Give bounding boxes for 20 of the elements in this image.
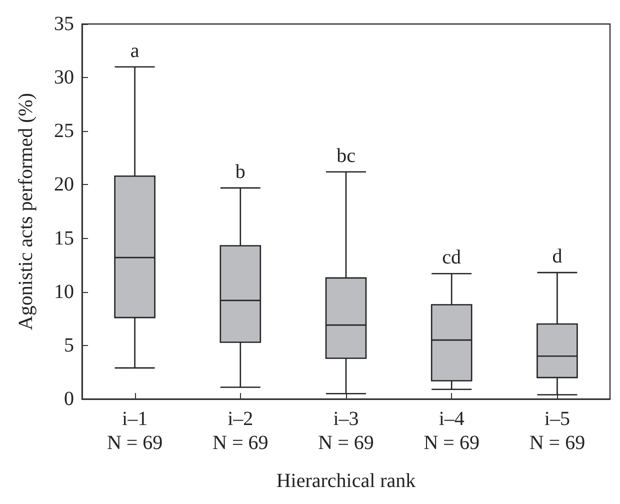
x-tick-label: i–4 N = 69 [424, 408, 480, 454]
annotation: a [130, 40, 140, 62]
x-tick-label: i–3 N = 69 [318, 408, 374, 454]
y-tick-label: 25 [54, 120, 74, 142]
annotation: bc [336, 144, 356, 167]
y-tick-label: 20 [54, 174, 74, 196]
annotation: d [552, 246, 562, 268]
x-tick-label: i–1 N = 69 [106, 408, 163, 454]
x-tick-label: i–2 N = 69 [212, 408, 268, 454]
y-tick-label: 35 [54, 13, 74, 35]
y-tick-label: 5 [64, 334, 74, 356]
y-tick-label: 0 [64, 388, 74, 410]
y-axis-title: Agonistic acts performed (%) [15, 92, 37, 330]
x-tick-label: i–5 N = 69 [529, 408, 586, 454]
x-axis-title: Hierarchical rank [276, 470, 416, 492]
y-tick-label: 30 [54, 66, 74, 89]
annotation: b [235, 160, 246, 183]
annotation: cd [442, 246, 462, 269]
y-tick-label: 15 [54, 227, 74, 250]
y-tick-label: 10 [54, 280, 74, 303]
